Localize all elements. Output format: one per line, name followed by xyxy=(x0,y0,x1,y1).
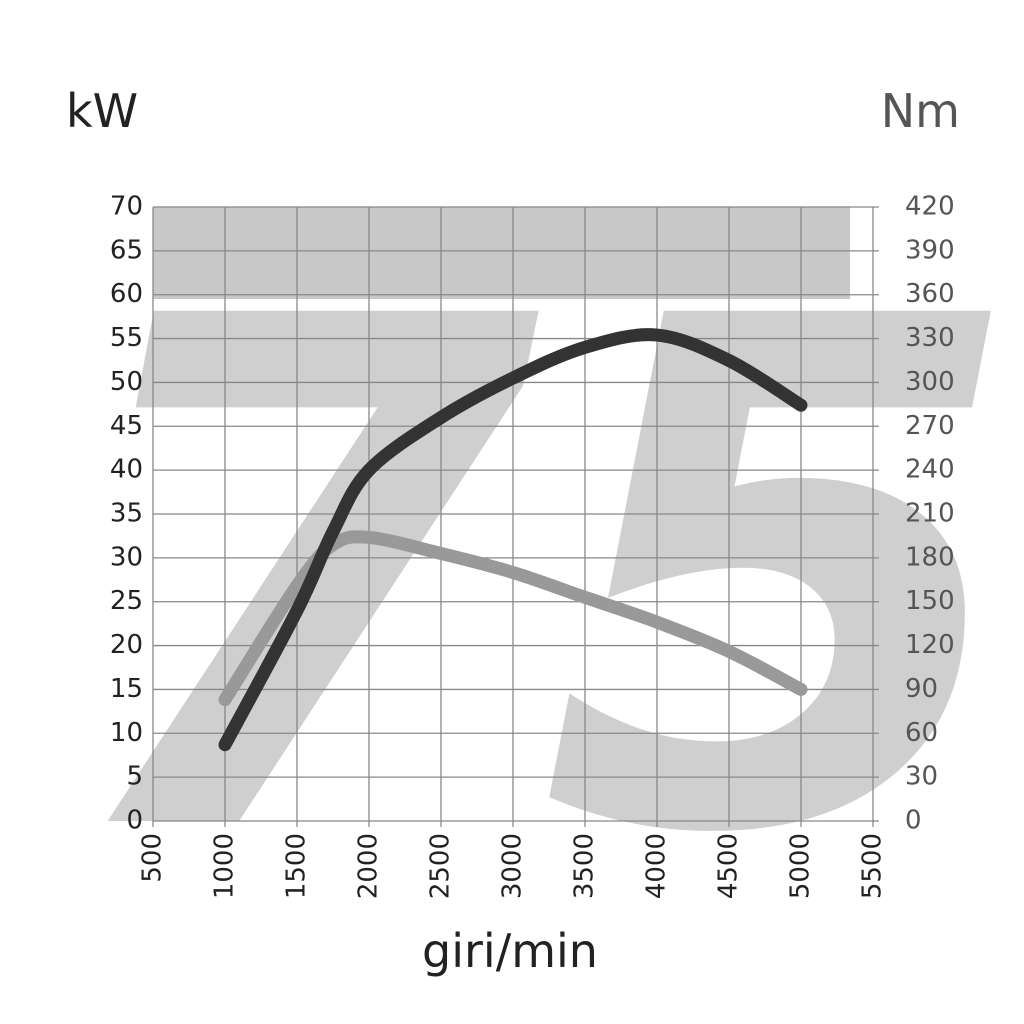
y-tick-label: 50 xyxy=(110,367,143,397)
y-tick-label: 40 xyxy=(110,455,143,485)
y2-axis-label: Nm xyxy=(881,84,960,138)
x-tick-label: 1500 xyxy=(282,833,312,899)
y2-tick-label: 120 xyxy=(905,630,955,660)
grid xyxy=(152,206,879,827)
y2-tick-label: 60 xyxy=(905,718,938,748)
y2-tick-label: 330 xyxy=(905,323,955,353)
x-tick-label: 3500 xyxy=(570,833,600,899)
y-tick-label: 20 xyxy=(110,630,143,660)
x-tick-label: 2000 xyxy=(354,833,384,899)
series-line xyxy=(218,530,808,707)
y2-tick-label: 150 xyxy=(905,586,955,616)
y2-tick-label: 30 xyxy=(905,762,938,792)
y-tick-label: 70 xyxy=(110,192,143,222)
y-tick-label: 55 xyxy=(110,323,143,353)
plot xyxy=(218,328,808,752)
x-tick-label: 5000 xyxy=(786,833,816,899)
y-axis-label: kW xyxy=(66,84,138,138)
y-tick-label: 5 xyxy=(126,762,143,792)
y2-tick-label: 360 xyxy=(905,279,955,309)
x-tick-label: 4500 xyxy=(714,833,744,899)
x-tick-label: 4000 xyxy=(642,833,672,899)
y-tick-label: 65 xyxy=(110,235,143,265)
watermark-band xyxy=(153,207,850,299)
y-tick-label: 45 xyxy=(110,411,143,441)
y2-tick-label: 90 xyxy=(905,674,938,704)
y-tick-label: 30 xyxy=(110,542,143,572)
y-tick-label: 35 xyxy=(110,499,143,529)
x-tick-label: 1000 xyxy=(210,833,240,899)
x-tick-label: 5500 xyxy=(858,833,888,899)
y-tick-label: 60 xyxy=(110,279,143,309)
series-line xyxy=(218,328,808,752)
y2-tick-label: 270 xyxy=(905,411,955,441)
x-tick-label: 500 xyxy=(138,833,168,883)
y2-tick-label: 390 xyxy=(905,235,955,265)
y2-tick-label: 210 xyxy=(905,499,955,529)
x-tick-label: 3000 xyxy=(498,833,528,899)
y2-tick-label: 240 xyxy=(905,455,955,485)
y-tick-label: 15 xyxy=(110,674,143,704)
y2-tick-label: 180 xyxy=(905,542,955,572)
y2-tick-label: 300 xyxy=(905,367,955,397)
y-tick-label: 0 xyxy=(126,806,143,836)
y-tick-label: 10 xyxy=(110,718,143,748)
y2-tick-label: 0 xyxy=(905,806,922,836)
y-tick-label: 25 xyxy=(110,586,143,616)
x-axis-label: giri/min xyxy=(422,924,598,978)
y2-tick-label: 420 xyxy=(905,192,955,222)
x-tick-label: 2500 xyxy=(426,833,456,899)
